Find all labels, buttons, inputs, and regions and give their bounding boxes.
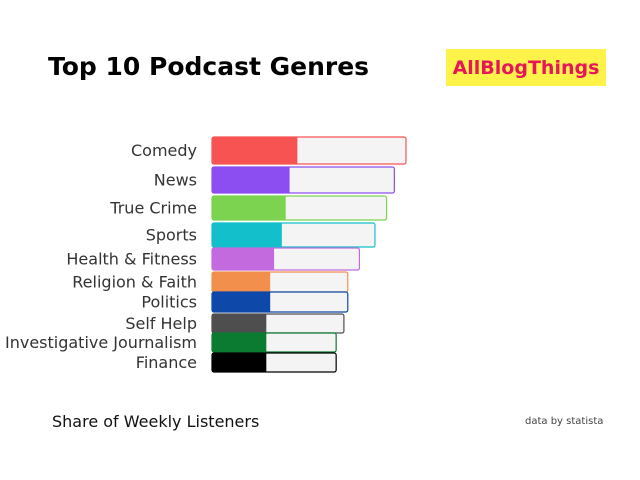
category-label: Finance (136, 353, 197, 372)
bar (212, 292, 271, 312)
category-label: Health & Fitness (66, 250, 197, 269)
category-label: News (154, 171, 197, 190)
x-axis-label: Share of Weekly Listeners (52, 412, 260, 431)
category-label: Self Help (125, 314, 197, 333)
category-label: Investigative Journalism (5, 333, 197, 352)
bar (212, 353, 267, 372)
bar (212, 137, 298, 164)
category-label: Politics (141, 293, 197, 312)
bar (212, 196, 286, 220)
chart-title: Top 10 Podcast Genres (48, 52, 370, 81)
category-label: Religion & Faith (72, 273, 197, 292)
category-label: Comedy (131, 141, 197, 160)
bar (212, 272, 271, 292)
brand-logo: AllBlogThings (446, 49, 606, 86)
bar-chart: Comedy News True Crime Sports Health & Fitne… (5, 136, 407, 373)
data-source-note: data by statista (525, 416, 604, 427)
bar (212, 223, 282, 247)
bar (212, 248, 275, 270)
category-label: True Crime (109, 199, 197, 218)
bar (212, 314, 267, 333)
category-label: Sports (146, 226, 197, 245)
bar (212, 333, 267, 352)
bar (212, 167, 290, 193)
